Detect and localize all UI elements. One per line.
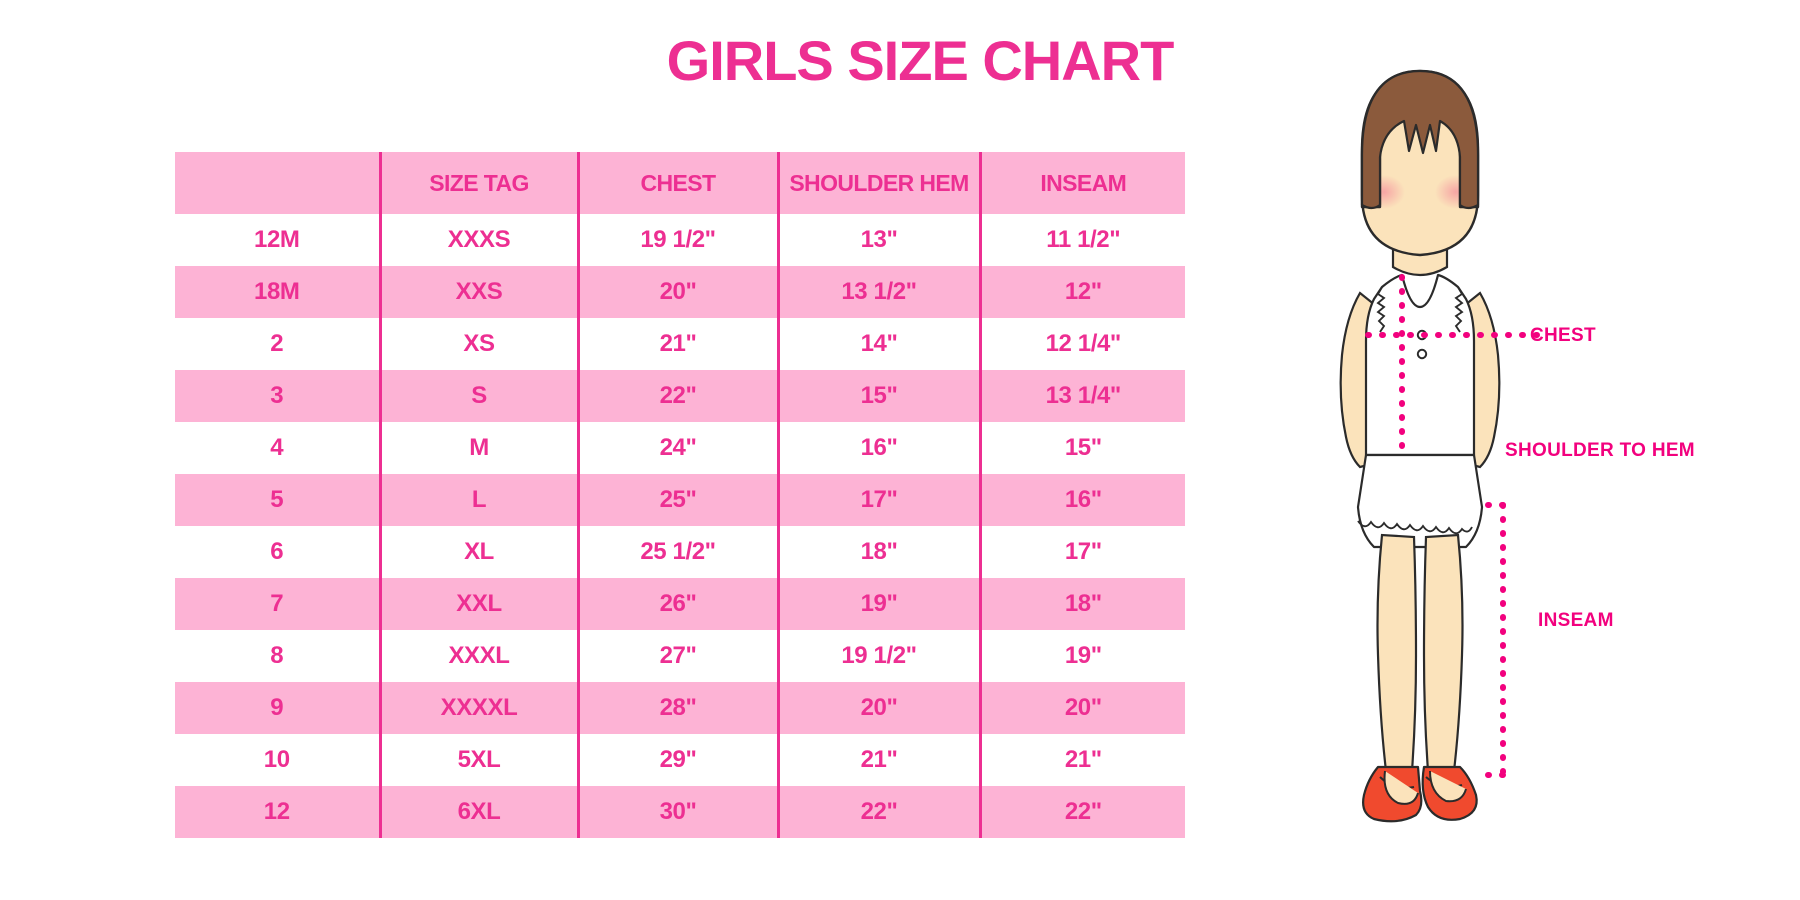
cell-chest: 26"	[576, 578, 778, 630]
cell-chest: 24"	[576, 422, 778, 474]
cell-inseam: 11 1/2"	[978, 214, 1185, 266]
cell-inseam: 15"	[978, 422, 1185, 474]
cell-inseam: 18"	[978, 578, 1185, 630]
cell-size: 8	[175, 630, 380, 682]
measure-label-chest: CHEST	[1530, 325, 1596, 346]
table-row: 10 5XL 29" 21" 21"	[175, 734, 1185, 786]
cell-chest: 30"	[576, 786, 778, 838]
legs-shape	[1376, 533, 1464, 773]
cell-size: 2	[175, 318, 380, 370]
measure-label-shoulder-to-hem: SHOULDER TO HEM	[1505, 440, 1695, 461]
top-garment	[1364, 273, 1476, 457]
column-header-size	[175, 152, 380, 214]
cell-inseam: 13 1/4"	[978, 370, 1185, 422]
cell-inseam: 20"	[978, 682, 1185, 734]
cell-size: 3	[175, 370, 380, 422]
table-header: SIZE TAG CHEST SHOULDER HEM INSEAM	[175, 152, 1185, 214]
cell-chest: 28"	[576, 682, 778, 734]
cell-chest: 20"	[576, 266, 778, 318]
cell-chest: 27"	[576, 630, 778, 682]
cell-size: 12M	[175, 214, 380, 266]
cell-inseam: 16"	[978, 474, 1185, 526]
cell-size: 9	[175, 682, 380, 734]
cell-shoulder-hem: 14"	[776, 318, 980, 370]
cell-shoulder-hem: 22"	[776, 786, 980, 838]
table-row: 4 M 24" 16" 15"	[175, 422, 1185, 474]
cell-size: 7	[175, 578, 380, 630]
girl-illustration	[1290, 55, 1550, 855]
cell-size-tag: XXXXL	[378, 682, 578, 734]
size-chart-table: SIZE TAG CHEST SHOULDER HEM INSEAM 12M XX…	[175, 152, 1185, 838]
button-bottom	[1416, 348, 1428, 360]
cell-shoulder-hem: 13 1/2"	[776, 266, 980, 318]
cell-shoulder-hem: 17"	[776, 474, 980, 526]
cell-shoulder-hem: 15"	[776, 370, 980, 422]
cell-size-tag: M	[378, 422, 578, 474]
cell-shoulder-hem: 18"	[776, 526, 980, 578]
size-chart-table-wrapper: SIZE TAG CHEST SHOULDER HEM INSEAM 12M XX…	[175, 152, 1185, 838]
cell-size-tag: 6XL	[378, 786, 578, 838]
table-row: 5 L 25" 17" 16"	[175, 474, 1185, 526]
cell-size-tag: XS	[378, 318, 578, 370]
table-row: 3 S 22" 15" 13 1/4"	[175, 370, 1185, 422]
measure-label-inseam: INSEAM	[1538, 610, 1614, 631]
cell-size-tag: 5XL	[378, 734, 578, 786]
cell-size-tag: L	[378, 474, 578, 526]
cell-shoulder-hem: 19"	[776, 578, 980, 630]
column-header-chest: CHEST	[576, 152, 778, 214]
table-row: 7 XXL 26" 19" 18"	[175, 578, 1185, 630]
table-body: 12M XXXS 19 1/2" 13" 11 1/2" 18M XXS 20" 13 1/2"…	[175, 214, 1185, 838]
column-header-inseam: INSEAM	[978, 152, 1185, 214]
cell-shoulder-hem: 20"	[776, 682, 980, 734]
cell-size: 5	[175, 474, 380, 526]
table-row: 12M XXXS 19 1/2" 13" 11 1/2"	[175, 214, 1185, 266]
table-row: 12 6XL 30" 22" 22"	[175, 786, 1185, 838]
table-row: 18M XXS 20" 13 1/2" 12"	[175, 266, 1185, 318]
hair-shape	[1360, 69, 1480, 210]
cell-inseam: 21"	[978, 734, 1185, 786]
column-header-shoulder-hem: SHOULDER HEM	[776, 152, 980, 214]
cell-shoulder-hem: 19 1/2"	[776, 630, 980, 682]
cell-shoulder-hem: 21"	[776, 734, 980, 786]
cell-size: 18M	[175, 266, 380, 318]
cell-shoulder-hem: 16"	[776, 422, 980, 474]
cell-chest: 25"	[576, 474, 778, 526]
cell-inseam: 12"	[978, 266, 1185, 318]
cell-size: 10	[175, 734, 380, 786]
page-title: GIRLS SIZE CHART	[666, 29, 1175, 92]
cell-size-tag: S	[378, 370, 578, 422]
table-row: 8 XXXL 27" 19 1/2" 19"	[175, 630, 1185, 682]
cell-size-tag: XXS	[378, 266, 578, 318]
cell-size: 6	[175, 526, 380, 578]
cell-inseam: 12 1/4"	[978, 318, 1185, 370]
cell-chest: 21"	[576, 318, 778, 370]
cell-size: 12	[175, 786, 380, 838]
cell-size-tag: XXXL	[378, 630, 578, 682]
cell-chest: 22"	[576, 370, 778, 422]
cell-size: 4	[175, 422, 380, 474]
skirt-garment	[1356, 453, 1484, 549]
cell-size-tag: XL	[378, 526, 578, 578]
cell-chest: 19 1/2"	[576, 214, 778, 266]
cell-size-tag: XXXS	[378, 214, 578, 266]
table-row: 6 XL 25 1/2" 18" 17"	[175, 526, 1185, 578]
cell-chest: 25 1/2"	[576, 526, 778, 578]
shoes	[1362, 765, 1478, 823]
cell-shoulder-hem: 13"	[776, 214, 980, 266]
table-row: 9 XXXXL 28" 20" 20"	[175, 682, 1185, 734]
cell-inseam: 22"	[978, 786, 1185, 838]
cell-inseam: 19"	[978, 630, 1185, 682]
table-row: 2 XS 21" 14" 12 1/4"	[175, 318, 1185, 370]
cell-chest: 29"	[576, 734, 778, 786]
cell-size-tag: XXL	[378, 578, 578, 630]
cell-inseam: 17"	[978, 526, 1185, 578]
table-header-row: SIZE TAG CHEST SHOULDER HEM INSEAM	[175, 152, 1185, 214]
column-header-size-tag: SIZE TAG	[378, 152, 578, 214]
